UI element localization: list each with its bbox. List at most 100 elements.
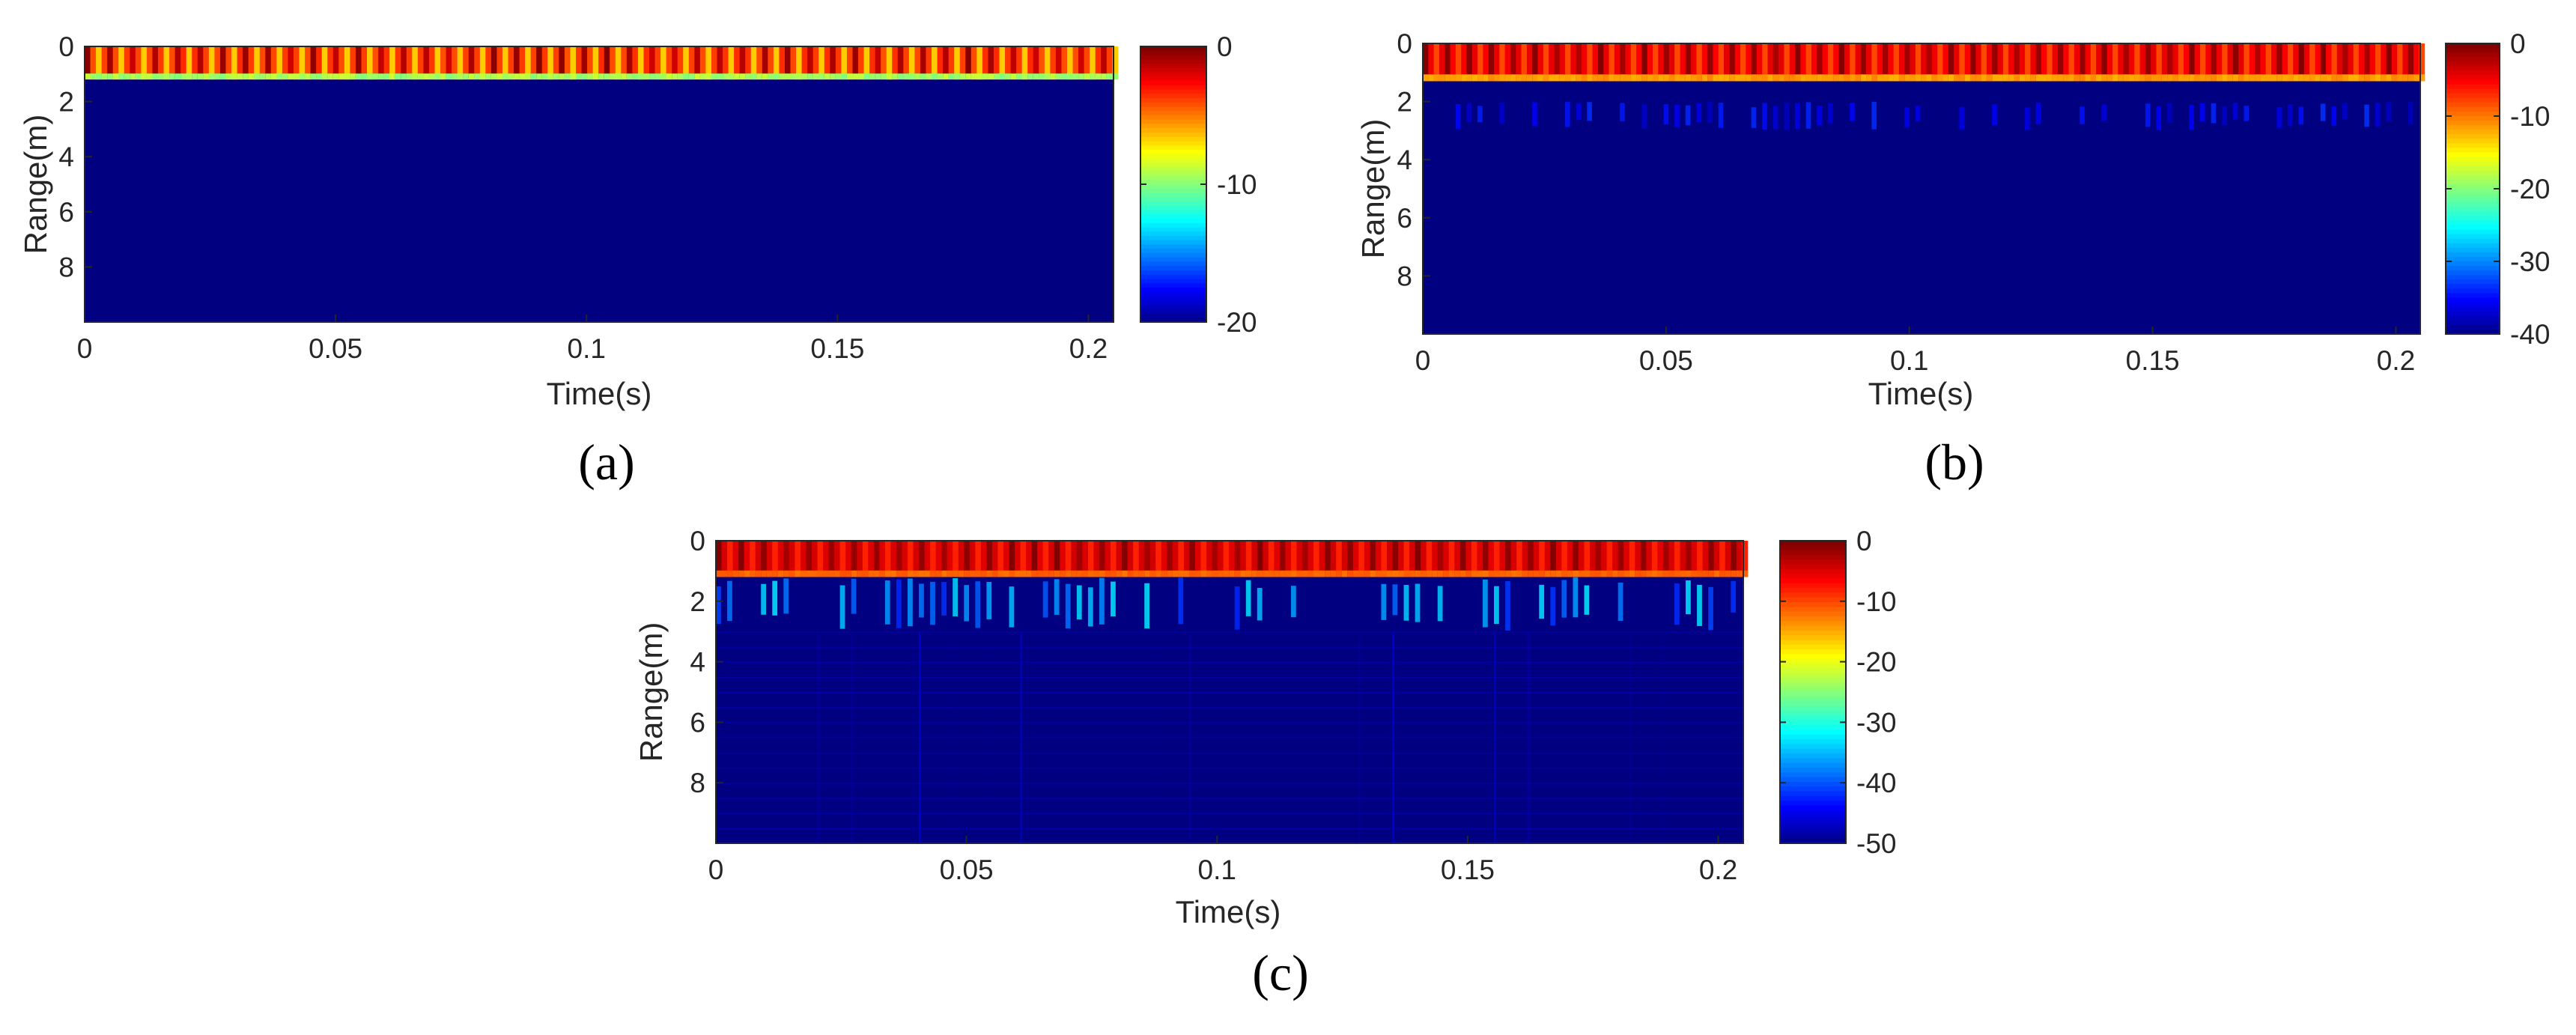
colorbar-step: [2446, 84, 2500, 90]
y-tick-label: 8: [1397, 261, 1412, 291]
heat-cell: [660, 73, 667, 80]
heat-cell: [1172, 570, 1179, 577]
colorbar-step: [1780, 725, 1846, 731]
heat-cell: [1223, 541, 1230, 577]
colorbar-step: [1140, 192, 1206, 198]
heat-cell: [1762, 74, 1769, 82]
heat-cell: [716, 752, 1743, 754]
heat-cell: [2358, 43, 2365, 82]
heat-cell: [2123, 43, 2130, 82]
heat-cell: [830, 46, 836, 80]
heat-cell: [124, 46, 130, 80]
heat-cell: [2189, 74, 2196, 82]
colorbar-step: [2446, 238, 2500, 244]
heat-cell: [795, 541, 801, 577]
heat-cell: [2282, 74, 2288, 82]
heat-cell: [745, 73, 752, 80]
heat-cell: [1817, 74, 1823, 82]
heat-cell: [907, 570, 914, 577]
heat-cell: [1784, 43, 1790, 82]
colorbar-step: [1780, 678, 1846, 684]
heat-cell: [1072, 46, 1079, 80]
heat-cell: [270, 73, 277, 80]
colorbar-step: [1780, 611, 1846, 617]
heat-cell: [1223, 570, 1230, 577]
heat-cell: [474, 73, 481, 80]
heat-cell: [1587, 43, 1594, 82]
heat-cell: [1718, 74, 1725, 82]
heat-cell: [1657, 541, 1664, 577]
heat-cell: [677, 46, 684, 80]
heat-cell: [1465, 541, 1472, 577]
heat-cell: [924, 541, 931, 577]
heat-cell: [1756, 74, 1763, 82]
heat-cell: [632, 46, 639, 80]
heat-cell: [711, 73, 718, 80]
heat-cell: [1122, 541, 1128, 577]
heat-cell: [2227, 74, 2234, 82]
heat-cell: [1725, 541, 1731, 577]
heat-cell: [237, 73, 243, 80]
heat-cell: [902, 541, 908, 577]
heat-cell: [1251, 541, 1258, 577]
heat-cell: [1898, 43, 1905, 82]
colorbar-step: [2446, 121, 2500, 126]
heat-cell: [976, 73, 983, 80]
heat-cell: [96, 46, 103, 80]
y-tick-label: 8: [690, 768, 705, 798]
heat-cell: [1257, 541, 1263, 577]
heat-cell: [772, 541, 779, 577]
colorbar-tick-label: -20: [1856, 647, 1896, 678]
heat-cell: [1561, 580, 1567, 618]
heat-cell: [1587, 102, 1592, 121]
heat-cell: [1609, 43, 1615, 82]
heat-cell: [1838, 74, 1845, 82]
heat-cell: [1268, 570, 1275, 577]
x-tick-label: 0.2: [1699, 855, 1737, 885]
heat-cell: [903, 73, 910, 80]
heat-cell: [1855, 43, 1862, 82]
heat-cell: [2375, 43, 2381, 82]
colorbar-step: [2446, 143, 2500, 149]
heat-cell: [2199, 74, 2206, 82]
heat-cell: [1200, 570, 1207, 577]
heat-cell: [344, 73, 350, 80]
heat-cell: [1746, 74, 1752, 82]
heat-cell: [852, 46, 859, 80]
heat-cell: [873, 541, 880, 577]
heat-cell: [1044, 73, 1051, 80]
heat-cell: [2255, 74, 2261, 82]
heat-cell: [1010, 46, 1017, 80]
heat-cell: [1592, 74, 1599, 82]
heat-cell: [1061, 46, 1068, 80]
heat-cell: [1358, 541, 1365, 577]
colorbar-step: [1140, 318, 1206, 323]
heat-cell: [90, 46, 97, 80]
colorbar-step: [2446, 216, 2500, 222]
heat-cell: [1078, 73, 1085, 80]
heat-cell: [991, 541, 998, 577]
heat-cell: [1623, 570, 1630, 577]
heat-cell: [982, 46, 988, 80]
heat-cell: [2035, 43, 2042, 82]
heat-cell: [1724, 74, 1730, 82]
heat-cell: [1031, 541, 1038, 577]
heat-cell: [1601, 570, 1608, 577]
heat-cell: [783, 570, 790, 577]
heat-cell: [186, 46, 192, 80]
heat-cell: [2041, 43, 2047, 82]
heat-cell: [1543, 74, 1549, 82]
heat-cell: [1629, 570, 1635, 577]
heat-cell: [807, 73, 814, 80]
heat-cell: [1415, 541, 1421, 577]
heat-cell: [919, 583, 924, 618]
heat-cell: [783, 541, 790, 577]
heat-cell: [626, 46, 633, 80]
heat-cell: [1067, 46, 1074, 80]
heat-cell: [299, 46, 306, 80]
heat-cell: [863, 73, 870, 80]
heat-cell: [1742, 541, 1749, 577]
heat-cell: [1078, 46, 1085, 80]
heat-cell: [508, 46, 514, 80]
heat-cell: [2134, 74, 2141, 82]
